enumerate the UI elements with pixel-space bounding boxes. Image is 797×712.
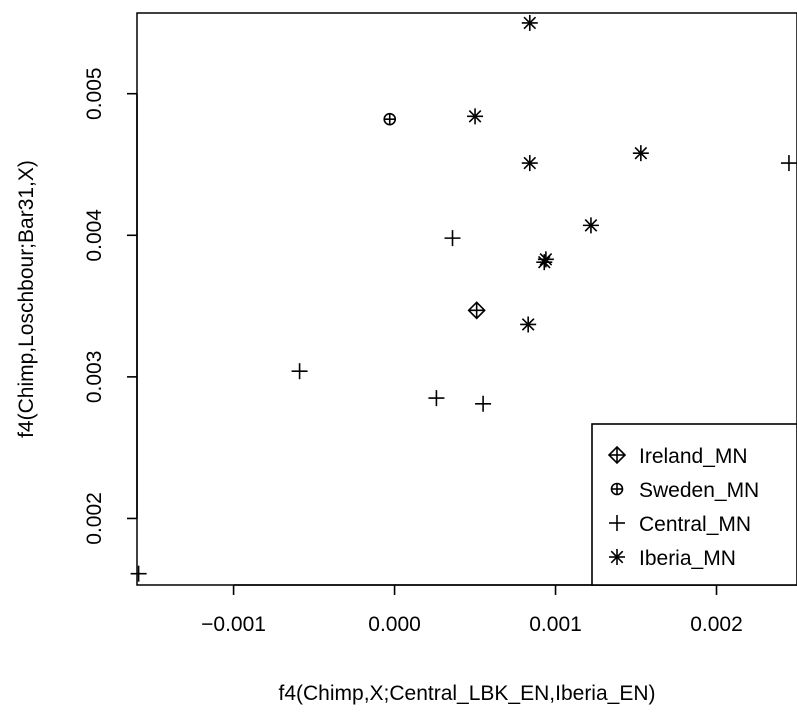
- point-iberia-mn: [632, 145, 649, 162]
- point-ireland-mn: [467, 301, 486, 320]
- y-tick-label: 0.004: [83, 209, 106, 262]
- point-iberia-mn: [537, 251, 554, 268]
- point-sweden-mn: [383, 112, 397, 126]
- legend-marker-central-mn: [609, 515, 625, 531]
- x-axis: −0.001 0.000 0.001 0.002: [201, 584, 743, 636]
- legend-label: Sweden_MN: [639, 479, 759, 502]
- legend: Ireland_MN Sweden_MN Central_MN Iberia_MN: [591, 423, 797, 586]
- legend-label: Central_MN: [639, 513, 751, 536]
- y-tick-label: 0.002: [83, 492, 106, 545]
- x-tick-label: 0.001: [529, 613, 582, 636]
- data-points: [130, 14, 797, 582]
- legend-label: Ireland_MN: [639, 445, 748, 468]
- point-iberia-mn: [520, 316, 537, 333]
- point-iberia-mn: [582, 217, 599, 234]
- point-iberia-mn: [467, 108, 484, 125]
- x-tick-label: −0.001: [201, 613, 266, 636]
- point-iberia-mn: [521, 155, 538, 172]
- point-central-mn: [475, 395, 492, 412]
- legend-label: Iberia_MN: [639, 547, 736, 570]
- point-central-mn: [444, 230, 461, 247]
- x-tick-label: 0.000: [368, 613, 421, 636]
- point-central-mn: [291, 363, 308, 380]
- legend-box: [591, 423, 797, 586]
- x-axis-title: f4(Chimp,X;Central_LBK_EN,Iberia_EN): [279, 682, 656, 705]
- y-tick-label: 0.003: [83, 351, 106, 404]
- y-axis-title: f4(Chimp,Loschbour;Bar31,X): [15, 160, 38, 438]
- point-iberia-mn: [536, 254, 553, 271]
- point-iberia-mn: [521, 14, 538, 31]
- legend-marker-sweden-mn: [610, 482, 624, 496]
- x-tick-label: 0.002: [690, 613, 743, 636]
- legend-marker-ireland-mn: [607, 445, 627, 465]
- legend-marker-iberia-mn: [609, 549, 625, 565]
- point-central-mn: [428, 390, 445, 407]
- y-axis: 0.002 0.003 0.004 0.005: [83, 67, 138, 545]
- point-central-mn: [130, 565, 147, 582]
- point-central-mn: [780, 155, 797, 172]
- y-tick-label: 0.005: [83, 67, 106, 120]
